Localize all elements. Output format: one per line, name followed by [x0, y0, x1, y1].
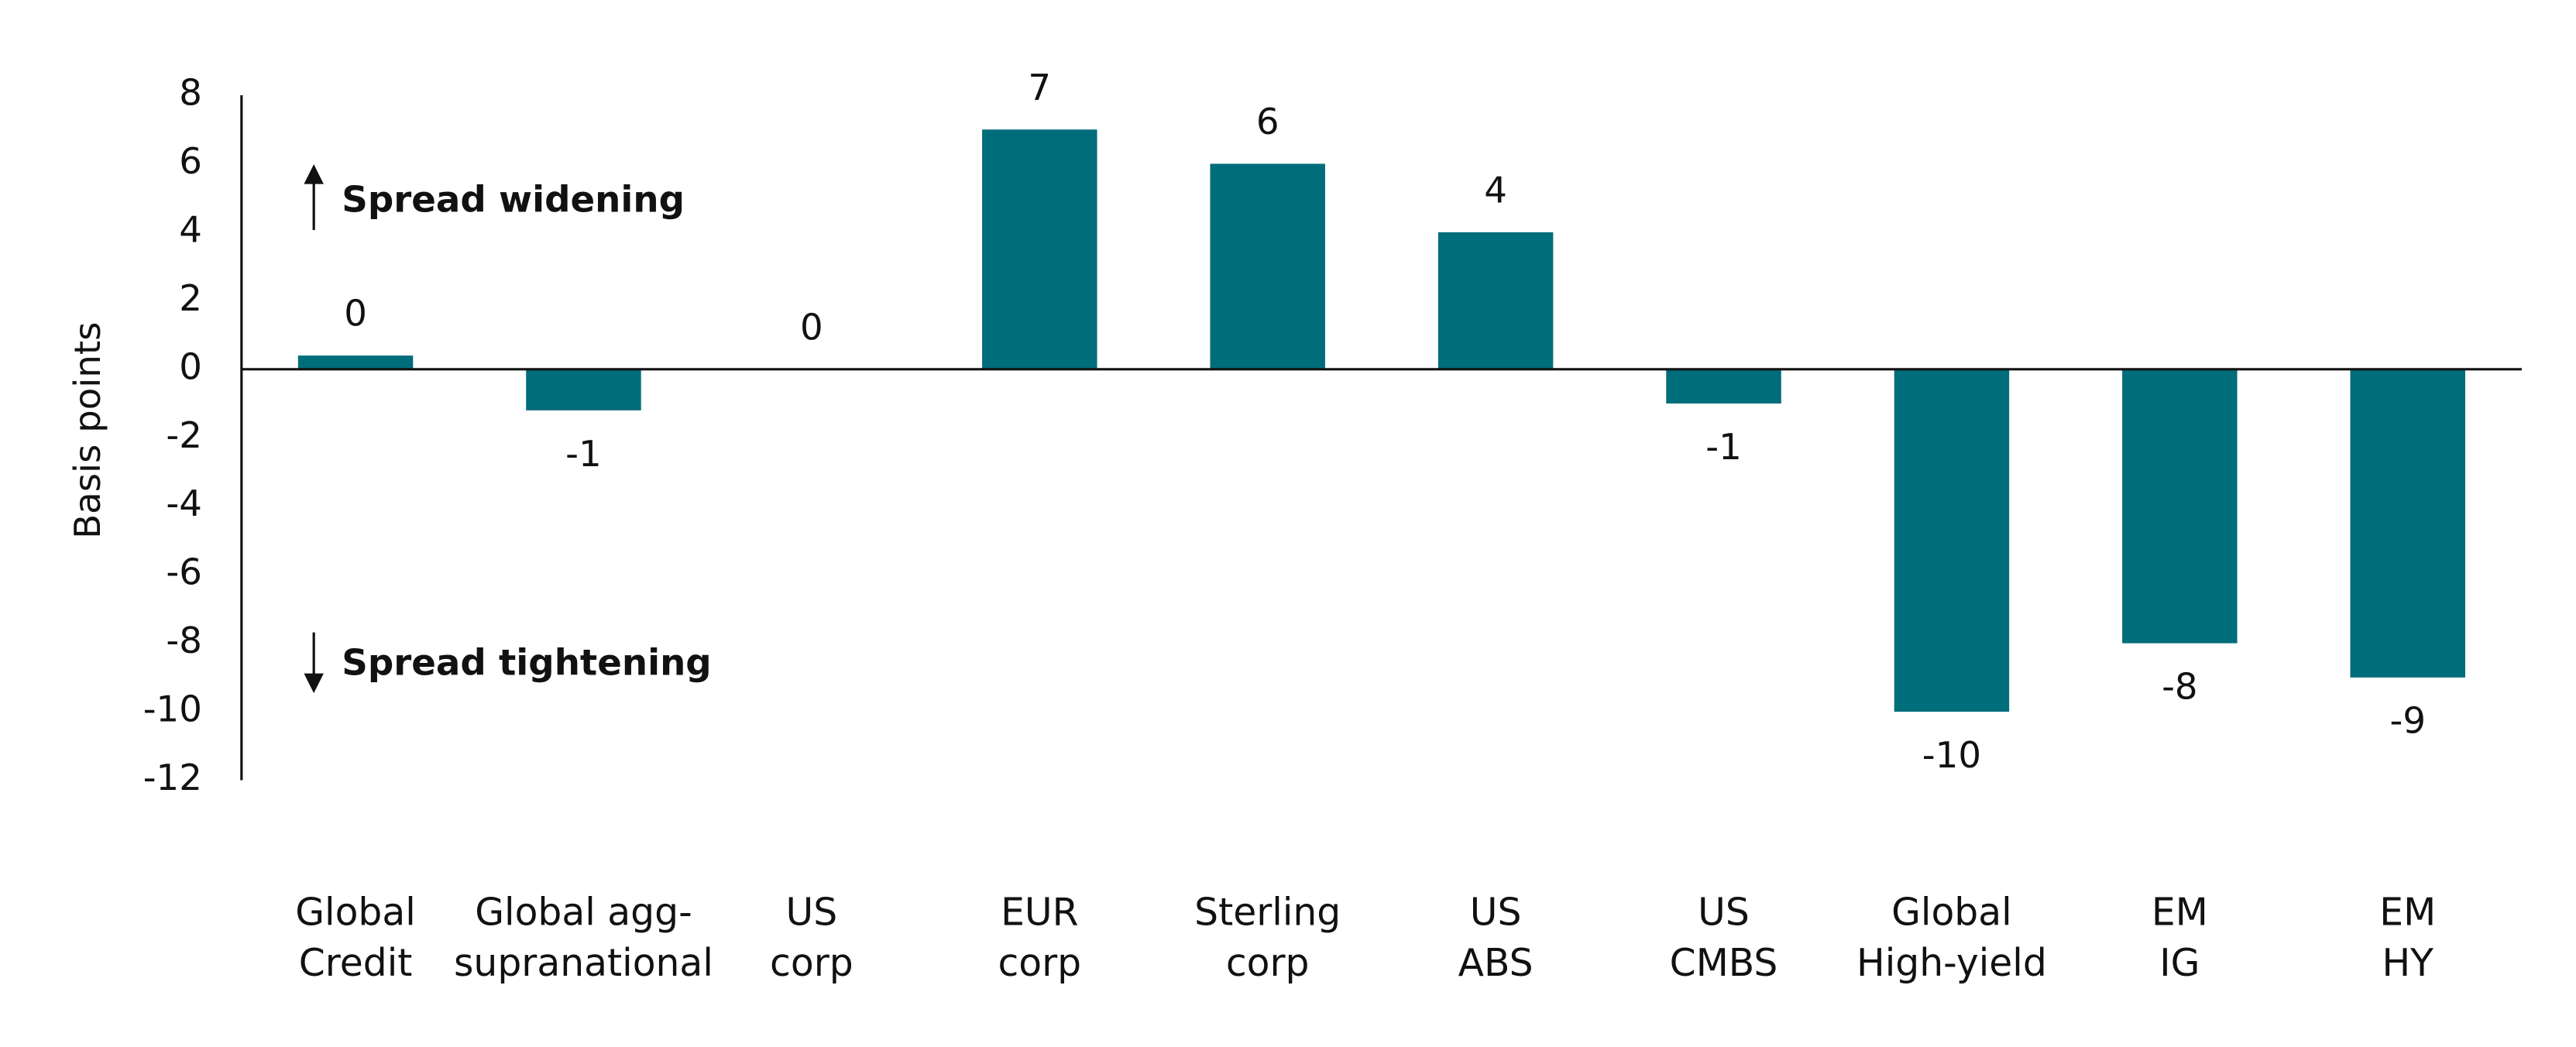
x-tick-label-line: Global agg- [475, 890, 692, 934]
y-tick-label: 6 [179, 141, 202, 183]
x-tick-label-line: EM [2152, 890, 2208, 934]
x-tick-label: EM HY [2379, 890, 2436, 985]
y-tick-label: 2 [179, 278, 202, 320]
bar [2350, 369, 2465, 678]
bar [1210, 163, 1325, 369]
x-tick-label-line: Global [295, 890, 416, 934]
y-tick-label: -10 [143, 689, 202, 731]
x-tick-label: US ABS [1458, 890, 1534, 985]
value-label: 0 [800, 307, 823, 348]
y-tick-label: 4 [179, 209, 202, 251]
bar [1437, 232, 1554, 369]
x-tick-label-line: corp [1226, 941, 1310, 985]
value-label: -9 [2389, 701, 2426, 743]
x-tick-label-line: IG [2159, 941, 2200, 985]
y-axis-label: Basis points [67, 322, 109, 539]
x-tick-label-line: supranational [454, 941, 713, 985]
arrow-down-head [304, 673, 324, 694]
x-tick-label: Global Credit [295, 890, 416, 985]
x-tick-label-line: Credit [299, 941, 413, 985]
x-tick-label-line: EM [2379, 890, 2436, 934]
value-label: -1 [1705, 427, 1742, 469]
y-tick-label: -2 [166, 415, 202, 457]
x-tick-label-line: US [1470, 890, 1522, 934]
x-tick-label-line: US [786, 890, 838, 934]
x-tick-label-line: EUR [1001, 890, 1078, 934]
x-tick-label: US CMBS [1670, 890, 1778, 985]
x-tick-label-line: corp [770, 941, 854, 985]
bar [982, 129, 1097, 369]
value-label: 6 [1256, 101, 1279, 143]
x-tick-label-line: High-yield [1856, 941, 2047, 985]
x-tick-label-line: Global [1891, 890, 2012, 934]
arrow-up-head [304, 164, 324, 184]
value-label: 7 [1028, 67, 1051, 109]
bar [1666, 369, 1781, 404]
annotation: Spread tightening [342, 643, 711, 685]
x-tick-label-line: corp [998, 941, 1081, 985]
value-label: 0 [344, 294, 367, 335]
y-tick-label: 0 [179, 346, 202, 388]
x-tick-label-line: HY [2382, 941, 2434, 985]
x-tick-label: Global agg-supranational [454, 890, 713, 985]
bar [526, 369, 641, 410]
value-label: -1 [565, 434, 602, 475]
x-tick-label-line: CMBS [1670, 941, 1778, 985]
y-tick-label: 8 [179, 73, 202, 115]
y-tick-label: -4 [166, 483, 202, 525]
value-label: -10 [1922, 735, 1981, 777]
x-tick-label: EUR corp [998, 890, 1081, 985]
x-tick-label-line: US [1698, 890, 1750, 934]
bar [2122, 369, 2238, 644]
x-tick-label: EM IG [2152, 890, 2208, 985]
x-tick-label: Global High-yield [1856, 890, 2047, 985]
x-tick-label: Sterling corp [1194, 890, 1341, 985]
x-tick-label-line: ABS [1458, 941, 1534, 985]
value-label: -8 [2162, 667, 2198, 709]
bar [297, 355, 414, 369]
annotation: Spread widening [342, 179, 685, 221]
y-tick-label: -8 [166, 620, 202, 662]
value-label: 4 [1484, 170, 1507, 212]
x-tick-label-line: Sterling [1194, 890, 1341, 934]
y-tick-label: -12 [143, 757, 202, 799]
bar [1894, 369, 2010, 712]
x-tick-label: US corp [770, 890, 854, 985]
y-tick-label: -6 [166, 552, 202, 594]
